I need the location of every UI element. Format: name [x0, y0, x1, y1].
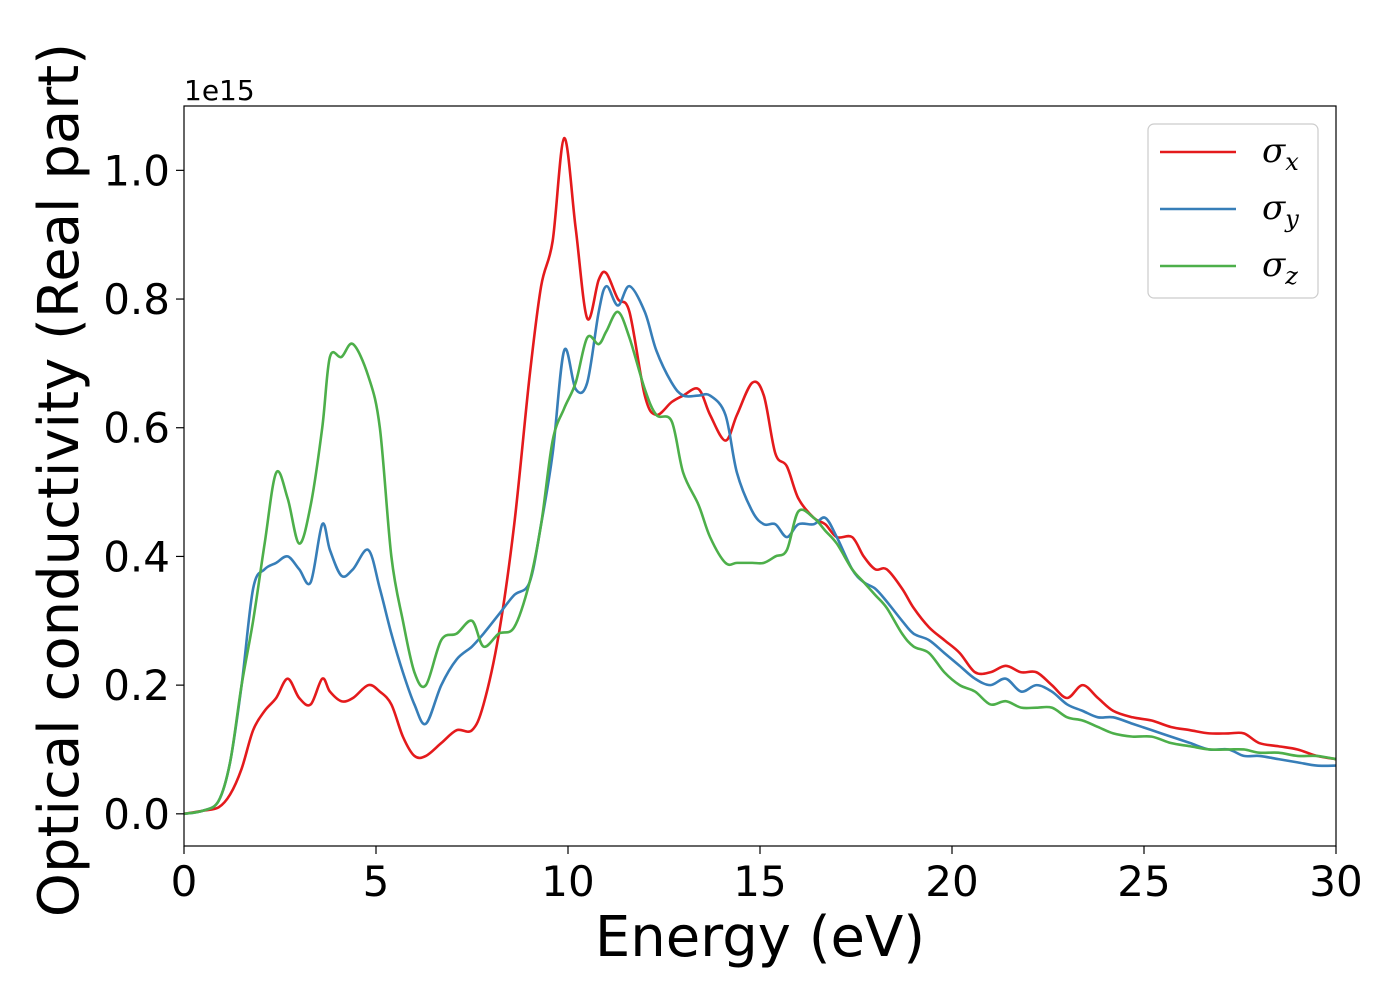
legend-box [1147, 123, 1319, 299]
x-axis-title: Energy (eV) [595, 905, 925, 970]
x-tick-label: 30 [1309, 857, 1362, 906]
y-tick-label: 0.6 [103, 404, 170, 453]
y-axis-title: Optical conductivity (Real part) [27, 43, 92, 917]
y-tick-label: 0.4 [103, 532, 170, 581]
x-tick-label: 10 [541, 857, 594, 906]
x-tick-label: 20 [925, 857, 978, 906]
series-layer [184, 136, 1336, 816]
y-tick-label: 0.8 [103, 275, 170, 324]
y-tick-label: 0.0 [103, 790, 170, 839]
x-axis: 0 5 10 15 20 25 30 [171, 846, 1363, 906]
x-tick-label: 25 [1117, 857, 1170, 906]
y-offset-label: 1e15 [184, 74, 255, 107]
series-line-y [184, 284, 1336, 816]
series-line-z [184, 310, 1336, 816]
x-tick-label: 15 [733, 857, 786, 906]
x-tick-label: 0 [171, 857, 198, 906]
y-axis: 0.0 0.2 0.4 0.6 0.8 1.0 [103, 146, 184, 839]
y-tick-label: 0.2 [103, 661, 170, 710]
x-tick-label: 5 [363, 857, 390, 906]
series-line-x [184, 136, 1336, 816]
y-tick-label: 1.0 [103, 146, 170, 195]
